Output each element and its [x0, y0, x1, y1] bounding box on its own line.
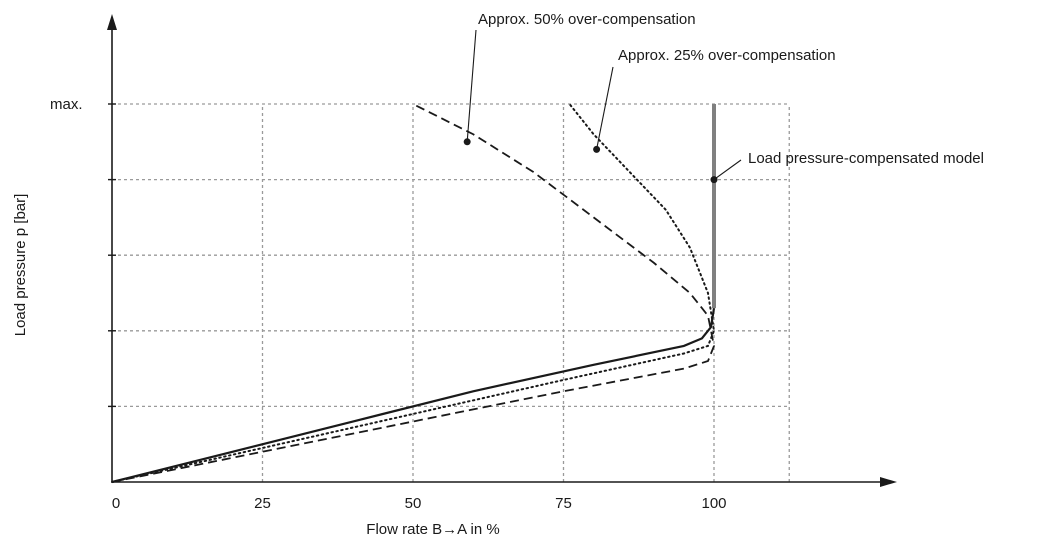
annotation-leader-line	[596, 66, 614, 150]
x-axis-label: Flow rate B→A in %	[366, 521, 499, 538]
x-tick-label: 25	[254, 495, 271, 512]
y-axis-arrow	[107, 14, 117, 30]
x-axis-arrow	[880, 477, 897, 487]
grid	[112, 103, 790, 482]
axes	[107, 14, 897, 487]
annotation-leader-line	[713, 159, 742, 181]
annotation-label: Approx. 50% over-compensation	[478, 11, 696, 28]
y-tick-labels: max.	[50, 96, 83, 113]
y-tick-label-max: max.	[50, 96, 83, 113]
annotations: Approx. 50% over-compensation Approx. 25%…	[463, 11, 984, 184]
x-tick-label: 0	[112, 495, 120, 512]
annotation-label: Approx. 25% over-compensation	[618, 47, 836, 64]
annotation-leader-line	[466, 29, 477, 142]
annotation-dot	[593, 145, 601, 153]
annotation-label: Load pressure-compensated model	[748, 150, 984, 167]
x-tick-labels: 0 25 50 75 100	[112, 495, 727, 512]
x-tick-label: 100	[701, 495, 726, 512]
annotation-dot	[710, 176, 718, 184]
annotation-dot	[463, 138, 471, 146]
y-axis-label: Load pressure p [bar]	[12, 194, 29, 337]
series-line-dotted	[111, 103, 716, 483]
x-tick-label: 50	[405, 495, 422, 512]
series-line-dashed	[111, 103, 715, 483]
x-tick-label: 75	[555, 495, 572, 512]
series-line-load-pressure-compensated	[111, 307, 716, 484]
